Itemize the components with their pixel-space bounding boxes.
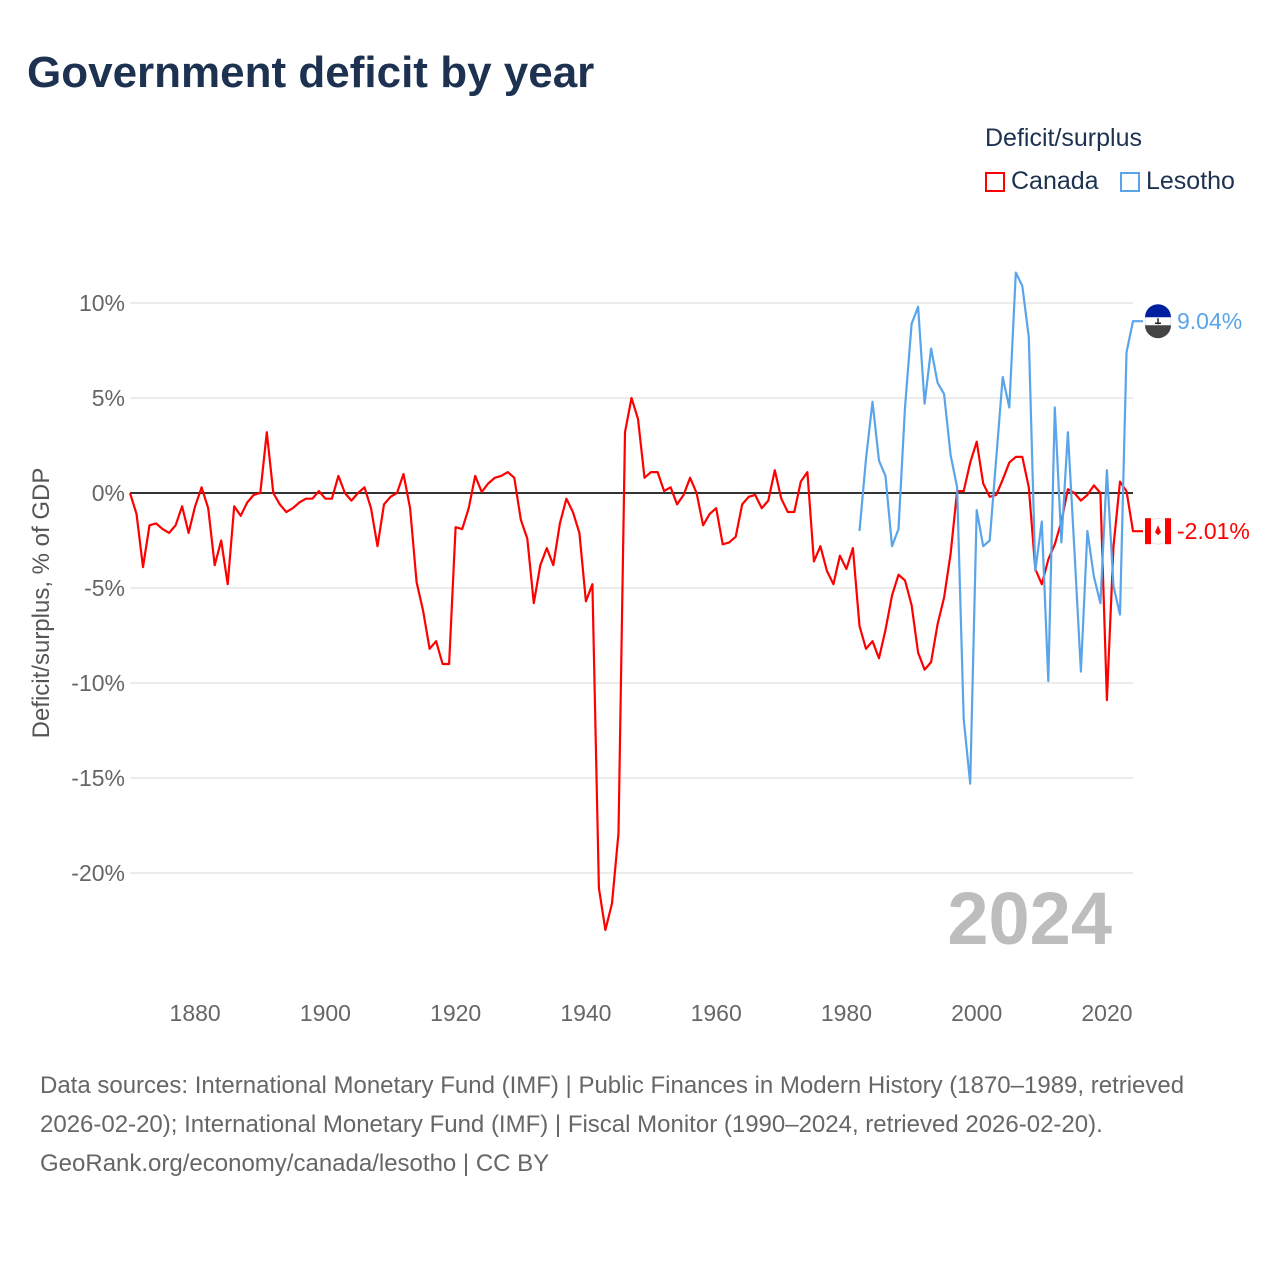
legend-label-canada: Canada [1011, 167, 1099, 195]
x-tick-label: 1900 [300, 1000, 351, 1026]
credit-link[interactable]: GeoRank.org/economy/canada/lesotho | CC … [40, 1150, 550, 1177]
y-tick-label: -20% [71, 860, 125, 886]
flag-canada-band [1145, 518, 1151, 545]
maple-leaf-icon [1155, 525, 1161, 536]
x-tick-label: 1980 [821, 1000, 872, 1026]
mokorotlo-hat-icon [1155, 318, 1161, 325]
y-tick-label: -10% [71, 670, 125, 696]
chart-title: Government deficit by year [27, 48, 595, 97]
y-tick-label: -5% [84, 575, 125, 601]
x-tick-label: 1920 [430, 1000, 481, 1026]
x-tick-label: 2000 [951, 1000, 1002, 1026]
y-tick-label: 10% [79, 290, 125, 316]
end-value-label-lesotho: 9.04% [1177, 308, 1242, 334]
y-tick-label: 0% [92, 480, 125, 506]
legend-title: Deficit/surplus [985, 124, 1142, 152]
end-value-label-canada: -2.01% [1177, 518, 1250, 544]
x-tick-label: 1940 [560, 1000, 611, 1026]
x-tick-label: 1880 [170, 1000, 221, 1026]
y-tick-label: 5% [92, 385, 125, 411]
series-line-lesotho [858, 271, 1143, 785]
flag-lesotho-band [1145, 325, 1171, 339]
data-sources: Data sources: International Monetary Fun… [40, 1072, 1185, 1138]
legend-swatch-lesotho [1120, 171, 1140, 192]
x-tick-label: 1960 [691, 1000, 742, 1026]
flag-lesotho-band [1145, 304, 1171, 318]
legend-item-lesotho[interactable]: Lesotho [1120, 167, 1235, 196]
legend-item-canada[interactable]: Canada [985, 167, 1099, 196]
y-tick-label: -15% [71, 765, 125, 791]
flag-canada-band [1165, 518, 1171, 545]
legend-label-lesotho: Lesotho [1146, 167, 1235, 195]
legend-swatch-canada [985, 171, 1005, 192]
footer: Data sources: International Monetary Fun… [40, 1066, 1250, 1183]
x-tick-label: 2020 [1081, 1000, 1132, 1026]
series-line-canada [128, 396, 1143, 932]
year-watermark: 2024 [947, 877, 1112, 960]
